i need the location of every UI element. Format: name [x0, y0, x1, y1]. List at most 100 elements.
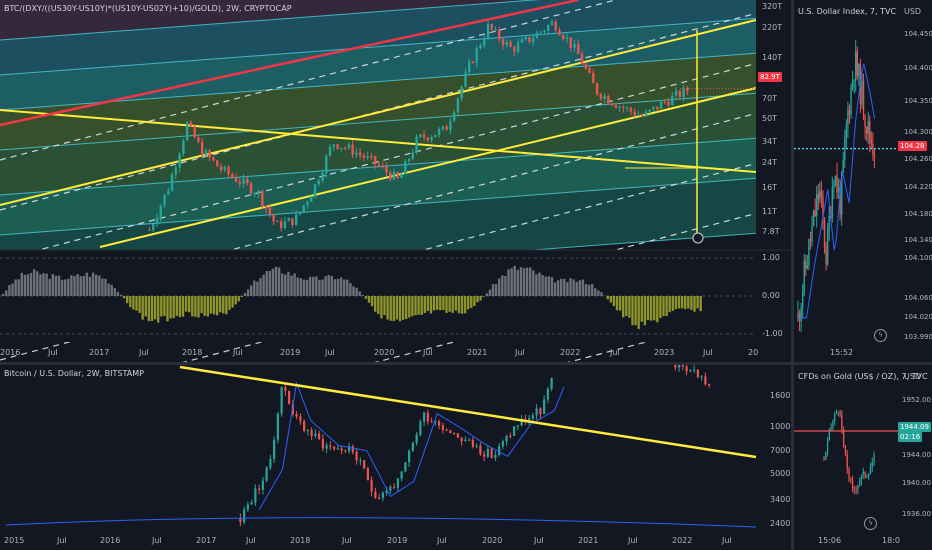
btc-candle	[423, 412, 426, 422]
main-candle	[674, 91, 678, 96]
main-candle	[531, 38, 535, 42]
oscillator-bar	[600, 292, 603, 296]
btc-chart-canvas[interactable]	[0, 365, 791, 550]
main-candle	[400, 174, 403, 179]
oscillator-bar	[355, 287, 358, 296]
oscillator-bar	[284, 274, 287, 296]
channel-band	[0, 93, 756, 195]
oscillator-bar	[401, 296, 405, 320]
oscillator-bar	[312, 276, 315, 296]
gold-chart-canvas[interactable]	[794, 365, 932, 550]
dxy-chart-pane[interactable]: U.S. Dollar Index, 7, TVC USD 104.450 104…	[794, 0, 932, 362]
main-candle	[550, 21, 554, 26]
main-candle	[178, 153, 181, 168]
oscillator-bar	[646, 296, 650, 321]
gold-candle	[825, 452, 827, 460]
oscillator-bar	[42, 273, 45, 296]
oscillator-bar	[305, 279, 309, 296]
dxy-candle	[808, 239, 810, 266]
main-candle	[437, 129, 441, 135]
btc-candle	[426, 412, 429, 422]
oscillator-bar	[525, 267, 529, 296]
btc-candle	[363, 460, 366, 469]
oscillator-bar	[67, 278, 70, 296]
btc-candle	[704, 376, 707, 385]
dxy-candle	[822, 196, 824, 220]
dxy-candle	[798, 312, 801, 321]
oscillator-bar	[262, 274, 265, 296]
main-candle	[148, 229, 151, 231]
btc-time-tick: 2021	[578, 536, 599, 545]
btc-candle	[303, 421, 306, 431]
oscillator-bar	[383, 296, 386, 316]
pane-separator-vertical[interactable]	[791, 0, 794, 550]
oscillator-bar	[507, 269, 510, 296]
oscillator-bar	[240, 296, 244, 297]
dxy-candle	[853, 80, 855, 82]
main-candle	[614, 105, 618, 109]
gold-candle	[841, 414, 843, 432]
oscillator-tick: 0.00	[762, 291, 780, 300]
oscillator-bar	[48, 278, 51, 296]
btc-candle	[344, 450, 347, 452]
oscillator-bar	[107, 283, 110, 296]
dxy-candle	[817, 194, 819, 200]
main-candle	[468, 61, 471, 73]
main-chart-canvas[interactable]	[0, 0, 791, 362]
btc-chart-pane[interactable]: Bitcoin / U.S. Dollar, 2W, BITSTAMP 1600…	[0, 365, 791, 550]
main-candle	[159, 205, 162, 218]
gold-chart-pane[interactable]: CFDs on Gold (US$ / OZ), 7, TVC USD 1952…	[794, 365, 932, 550]
pane-separator-horizontal[interactable]	[0, 362, 932, 365]
oscillator-bar	[386, 296, 389, 320]
dxy-chart-canvas[interactable]	[794, 0, 932, 362]
oscillator-bar	[79, 276, 82, 296]
main-chart-pane[interactable]: BTC/(DXY/((US30Y-US10Y)*(US10Y-US02Y)+10…	[0, 0, 791, 362]
oscillator-bar	[560, 278, 563, 296]
dxy-candle	[805, 260, 807, 269]
oscillator-bar	[104, 278, 107, 296]
oscillator-bar	[116, 291, 120, 296]
main-candle	[279, 221, 283, 229]
main-candle	[580, 53, 584, 65]
oscillator-bar	[76, 274, 79, 296]
btc-candle	[471, 439, 474, 447]
main-candle	[663, 101, 666, 103]
oscillator-bar	[535, 274, 538, 296]
btc-candle	[306, 430, 309, 432]
btc-candle	[299, 416, 302, 422]
btc-candle	[381, 492, 384, 499]
main-candle	[659, 101, 663, 110]
dxy-price-tick: 104.100	[904, 254, 932, 262]
btc-candle	[693, 369, 696, 371]
oscillator-bar	[476, 296, 479, 303]
btc-candle	[374, 491, 377, 498]
gold-candle	[869, 467, 872, 475]
oscillator-bar	[532, 270, 535, 296]
lightning-bolt-icon[interactable]: ϟ	[874, 329, 887, 342]
dxy-price-tick: 104.400	[904, 64, 932, 72]
oscillator-bar	[243, 293, 247, 296]
oscillator-bar	[684, 296, 687, 310]
main-candle	[460, 86, 463, 99]
oscillator-bar	[209, 296, 213, 314]
btc-candle	[550, 377, 553, 389]
oscillator-bar	[200, 296, 203, 314]
oscillator-bar	[277, 267, 281, 296]
btc-candle	[453, 433, 456, 435]
dxy-candle	[828, 215, 830, 229]
lightning-bolt-icon[interactable]: ϟ	[864, 517, 877, 530]
channel-line	[0, 17, 757, 76]
btc-time-tick: 2017	[196, 536, 217, 545]
oscillator-bar	[522, 268, 526, 296]
oscillator-bar	[581, 279, 585, 296]
main-price-tick: 16T	[762, 183, 778, 192]
oscillator-bar	[315, 276, 318, 296]
btc-time-tick: Jul	[342, 536, 352, 545]
oscillator-bar	[622, 296, 625, 318]
btc-time-tick: Jul	[152, 536, 162, 545]
oscillator-bar	[33, 269, 36, 296]
oscillator-bar	[696, 296, 699, 309]
gold-candle	[862, 471, 864, 475]
oscillator-bar	[380, 296, 383, 319]
gold-candle	[828, 429, 831, 440]
